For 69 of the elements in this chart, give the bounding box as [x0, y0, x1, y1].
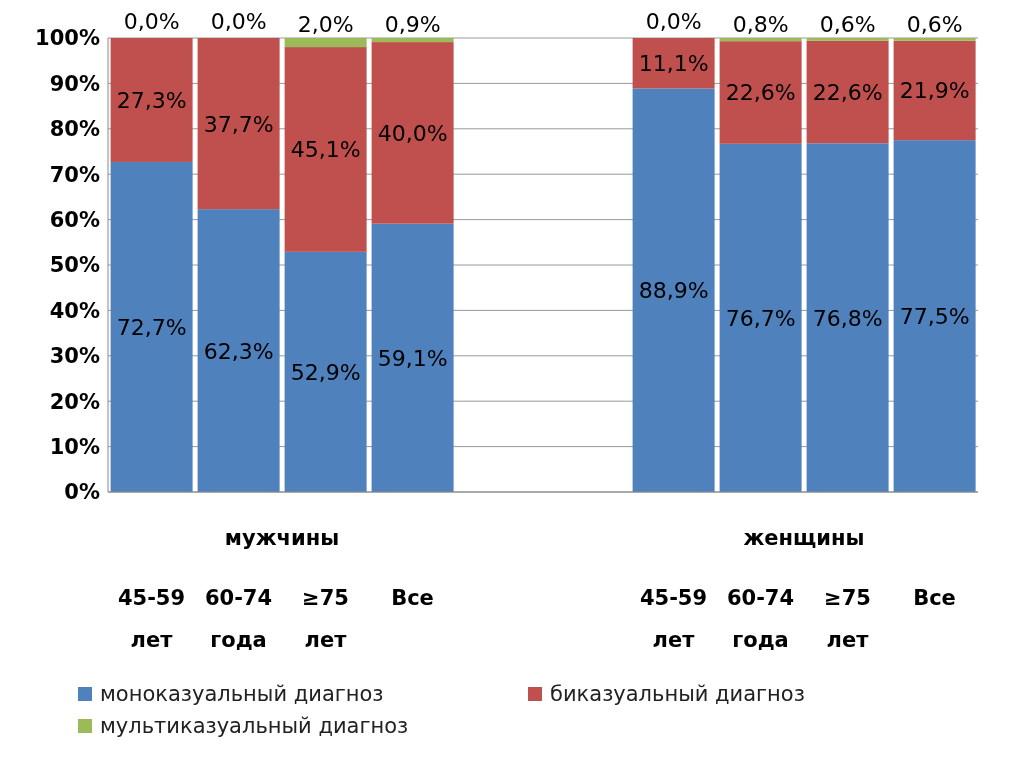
y-tick-label: 0% [64, 480, 100, 505]
data-label: 0,6% [906, 11, 963, 37]
bar [371, 38, 454, 43]
data-label: 27,3% [116, 87, 187, 113]
legend-label: мультиказуальный диагноз [100, 714, 409, 738]
x-tick-label: 45-59 лет [639, 586, 708, 652]
bar [284, 38, 367, 48]
x-tick-label: Все [913, 586, 956, 610]
data-label: 45,1% [290, 137, 361, 163]
y-tick-label: 60% [49, 208, 100, 233]
bar [719, 143, 802, 492]
data-label: 11,1% [638, 51, 709, 77]
y-tick-label: 30% [49, 344, 100, 369]
y-tick-label: 90% [49, 71, 100, 96]
data-label: 2,0% [297, 12, 354, 37]
y-tick-label: 100% [35, 26, 100, 51]
bar [806, 40, 889, 144]
y-tick-label: 10% [49, 435, 100, 460]
bar [284, 251, 367, 492]
data-label: 0,0% [123, 9, 180, 34]
bar [719, 41, 802, 144]
legend-label: биказуальный диагноз [550, 682, 805, 706]
data-label: 0,8% [732, 12, 789, 37]
x-tick-label: ≥75 лет [302, 586, 349, 652]
bar [197, 209, 280, 492]
bar [806, 38, 889, 41]
bar [371, 223, 454, 492]
data-label: 62,3% [203, 338, 274, 364]
data-label: 22,6% [812, 80, 883, 106]
y-tick-label: 20% [49, 389, 100, 414]
x-tick-label: ≥75 лет [824, 586, 871, 652]
bar [632, 88, 715, 492]
y-tick-label: 70% [49, 162, 100, 187]
data-label: 0,6% [819, 11, 876, 37]
data-label: 72,7% [116, 314, 187, 340]
bar [110, 38, 193, 162]
data-label: 77,5% [899, 304, 970, 330]
bar [632, 38, 715, 89]
x-tick-label: Все [391, 586, 434, 610]
text: мужчины [224, 526, 340, 550]
data-label: 0,0% [210, 9, 267, 34]
data-label: 40,0% [377, 120, 448, 146]
data-label: 0,0% [645, 9, 702, 34]
bar [719, 38, 802, 42]
x-tick-label: 45-59 лет [117, 586, 186, 652]
bar [197, 38, 280, 210]
x-tick-label: 60-74 года [204, 586, 273, 652]
data-label: 37,7% [203, 111, 274, 137]
bar [371, 42, 454, 224]
y-tick-label: 50% [49, 253, 100, 278]
text: женщины [743, 526, 865, 550]
legend-label: моноказуальный диагноз [100, 682, 384, 706]
bar [893, 38, 976, 41]
x-tick-label: 60-74 года [726, 586, 795, 652]
data-label: 52,9% [290, 359, 361, 385]
data-label: 59,1% [377, 345, 448, 371]
bar [284, 47, 367, 252]
bar [110, 161, 193, 492]
data-label: 21,9% [899, 78, 970, 104]
bar [806, 143, 889, 492]
data-label: 88,9% [638, 278, 709, 304]
data-label: 0,9% [384, 12, 441, 37]
bar [893, 40, 976, 141]
y-tick-label: 40% [49, 298, 100, 323]
y-tick-label: 80% [49, 117, 100, 142]
data-label: 22,6% [725, 80, 796, 106]
bar [893, 140, 976, 492]
data-label: 76,8% [812, 305, 883, 331]
data-label: 76,7% [725, 305, 796, 331]
